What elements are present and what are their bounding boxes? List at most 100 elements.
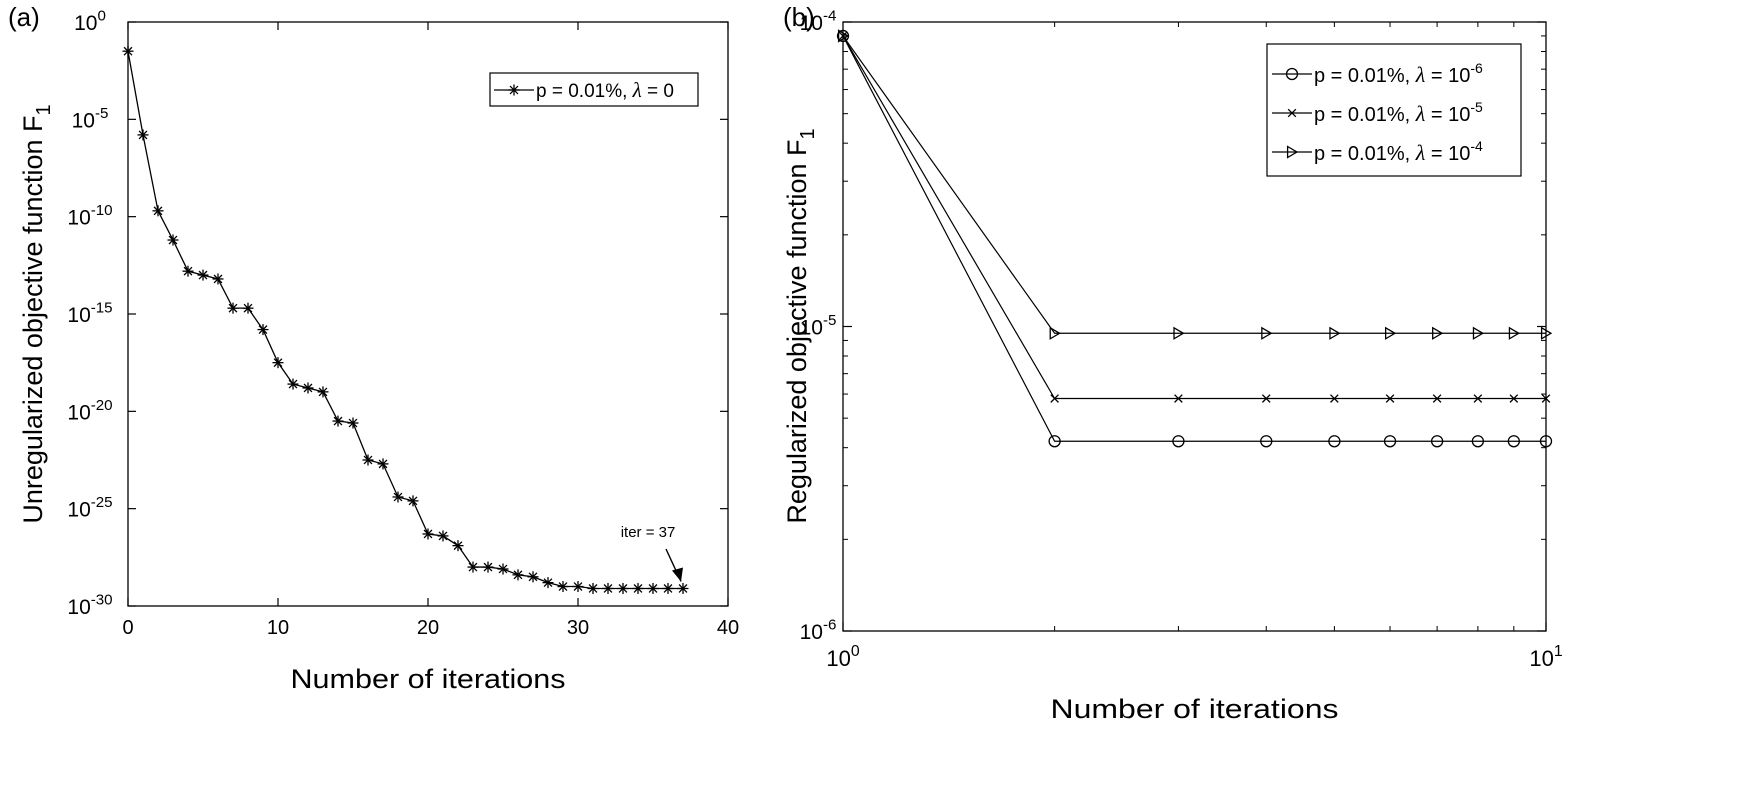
legend-marker xyxy=(508,84,520,96)
data-point xyxy=(617,582,629,594)
x-tick-label: 20 xyxy=(417,617,439,639)
data-point xyxy=(677,582,689,594)
legend-entry: p = 0.01%, λ = 10-6 xyxy=(1314,60,1483,87)
data-point xyxy=(1385,394,1395,403)
data-point xyxy=(227,302,239,314)
x-axis-label: Number of iterations xyxy=(291,664,566,694)
x-tick-label: 40 xyxy=(717,617,739,639)
x-tick-label: 101 xyxy=(1529,643,1562,671)
data-point xyxy=(137,129,149,141)
x-axis-label: Number of iterations xyxy=(1051,694,1339,724)
data-point xyxy=(272,357,284,369)
data-point xyxy=(317,386,329,398)
data-point xyxy=(1328,435,1341,448)
legend: p = 0.01%, λ = 0 xyxy=(489,72,699,107)
data-point xyxy=(602,582,614,594)
data-point xyxy=(257,324,269,336)
x-tick-label: 100 xyxy=(826,643,859,671)
data-point xyxy=(1507,435,1520,448)
data-point xyxy=(1509,394,1519,403)
y-tick-label: 10-10 xyxy=(67,202,112,229)
annotation-arrowhead xyxy=(672,567,683,582)
data-point xyxy=(1540,326,1553,340)
legend-marker xyxy=(1287,108,1297,118)
panel-label: (b) xyxy=(783,2,815,32)
data-point xyxy=(1472,326,1485,340)
data-point xyxy=(1048,435,1061,448)
data-point xyxy=(287,378,299,390)
data-point xyxy=(482,561,494,573)
data-point xyxy=(527,571,539,583)
legend-marker xyxy=(1285,67,1299,81)
data-point xyxy=(392,491,404,503)
data-point xyxy=(362,454,374,466)
data-point xyxy=(152,205,164,217)
data-point xyxy=(182,265,194,277)
data-point xyxy=(837,29,850,43)
panel-label: (a) xyxy=(8,2,40,32)
data-point xyxy=(1471,435,1485,448)
legend-marker xyxy=(1286,145,1299,159)
y-tick-label: 10-25 xyxy=(67,494,112,521)
data-point xyxy=(1329,326,1341,340)
data-point xyxy=(1173,326,1185,340)
data-point xyxy=(1384,326,1397,340)
data-point xyxy=(1430,435,1444,448)
data-point xyxy=(212,273,224,285)
y-tick-label: 100 xyxy=(74,8,106,35)
y-tick-label: 10-6 xyxy=(800,617,837,644)
legend-entry: p = 0.01%, λ = 10-4 xyxy=(1314,138,1483,165)
panel-a: (a) 0 10 20 30 40 100 10-5 10-10 10-15 10-20 10-25 1… xyxy=(8,2,739,694)
series-line xyxy=(127,51,683,590)
data-point xyxy=(1050,394,1059,403)
data-point xyxy=(1261,394,1271,403)
data-point xyxy=(1383,435,1397,448)
data-point xyxy=(1330,394,1339,403)
data-point xyxy=(167,234,179,246)
data-point xyxy=(1473,394,1483,403)
series-line-1 xyxy=(842,35,1546,442)
data-point xyxy=(1261,326,1273,340)
legend-entry: p = 0.01%, λ = 10-5 xyxy=(1314,99,1483,126)
data-point xyxy=(647,582,659,594)
legend-box xyxy=(1266,43,1522,177)
series-line-2 xyxy=(842,35,1546,400)
data-point xyxy=(587,582,599,594)
annotation-text: iter = 37 xyxy=(621,524,676,541)
data-point xyxy=(497,563,509,575)
legend-entry: p = 0.01%, λ = 0 xyxy=(536,78,674,102)
x-tick-label: 0 xyxy=(122,617,133,639)
data-point xyxy=(437,530,449,542)
data-point xyxy=(197,269,209,281)
plot-frame xyxy=(127,21,729,607)
data-point xyxy=(1432,326,1444,340)
x-tick-label: 30 xyxy=(567,617,589,639)
data-point xyxy=(377,458,389,470)
x-tick-label: 10 xyxy=(267,617,289,639)
y-tick-label: 10-4 xyxy=(800,8,837,35)
data-point xyxy=(512,569,524,581)
data-point xyxy=(1541,394,1551,403)
data-point xyxy=(347,417,359,429)
y-tick-label: 10-30 xyxy=(67,592,112,619)
legend: p = 0.01%, λ = 10-6 p = 0.01%, λ = 10-5 p … xyxy=(1266,43,1522,177)
data-point xyxy=(542,577,554,589)
data-point xyxy=(452,540,464,552)
data-point xyxy=(572,581,584,593)
data-point xyxy=(1508,326,1521,340)
data-point xyxy=(302,382,314,394)
data-point xyxy=(1432,394,1442,403)
y-tick-label: 10-20 xyxy=(67,397,112,424)
y-tick-label: 10-5 xyxy=(800,312,837,339)
data-point xyxy=(1260,435,1273,448)
data-point xyxy=(662,582,674,594)
data-point xyxy=(122,45,134,57)
y-tick-label: 10-15 xyxy=(67,300,112,327)
y-axis-label: Unregularized objective function F1 xyxy=(18,104,55,523)
data-point xyxy=(1049,326,1061,340)
data-point xyxy=(242,302,254,314)
data-point xyxy=(332,415,344,427)
y-tick-label: 10-5 xyxy=(72,105,109,132)
data-point xyxy=(1172,435,1185,448)
